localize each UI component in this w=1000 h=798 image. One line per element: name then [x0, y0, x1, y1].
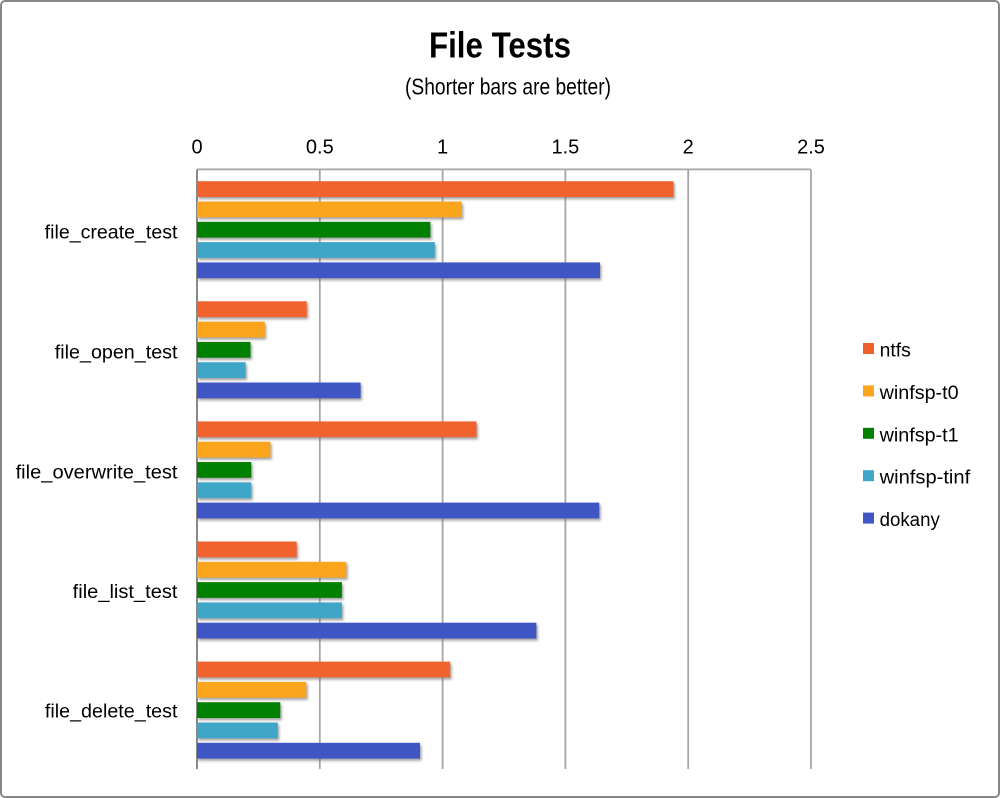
svg-text:winfsp-tinf: winfsp-tinf [879, 468, 971, 489]
svg-text:2.5: 2.5 [797, 137, 825, 159]
svg-text:file_overwrite_test: file_overwrite_test [16, 462, 179, 483]
svg-text:file_list_test: file_list_test [73, 582, 179, 603]
svg-text:0.5: 0.5 [306, 137, 334, 159]
svg-text:winfsp-t1: winfsp-t1 [879, 425, 959, 446]
svg-text:1.5: 1.5 [551, 137, 579, 159]
svg-text:winfsp-t0: winfsp-t0 [879, 383, 959, 404]
svg-text:file_open_test: file_open_test [55, 343, 178, 364]
svg-text:0: 0 [191, 137, 202, 159]
svg-text:ntfs: ntfs [880, 341, 911, 362]
svg-text:file_delete_test: file_delete_test [45, 702, 178, 723]
svg-text:dokany: dokany [880, 510, 941, 531]
svg-text:(Shorter bars are better): (Shorter bars are better) [405, 73, 611, 99]
svg-text:file_create_test: file_create_test [45, 223, 179, 244]
svg-text:1: 1 [437, 137, 448, 159]
svg-text:File Tests: File Tests [429, 25, 571, 66]
svg-text:2: 2 [683, 137, 694, 159]
